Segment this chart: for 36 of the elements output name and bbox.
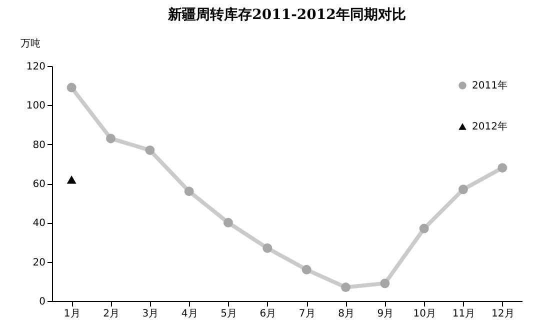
point	[66, 175, 76, 184]
x-tick-label: 7月	[298, 308, 316, 320]
point	[66, 82, 76, 92]
point	[341, 282, 350, 292]
point	[302, 264, 312, 274]
point	[458, 184, 468, 194]
point	[498, 163, 508, 173]
x-tick-label: 6月	[260, 308, 276, 320]
x-tick-label: 3月	[142, 308, 159, 320]
y-tick-label: 80	[32, 140, 46, 151]
chart-title: 新疆周转库存2011-2012年同期对比	[167, 6, 406, 23]
x-tick-label: 11月	[452, 308, 476, 320]
x-tick-label: 12月	[492, 308, 514, 320]
point	[145, 145, 155, 155]
legend-label: 2012年	[472, 120, 508, 132]
y-tick-label: 60	[32, 179, 46, 190]
y-tick-label: 40	[32, 218, 46, 230]
x-tick-label: 1月	[64, 308, 80, 320]
point	[224, 218, 233, 228]
point	[184, 186, 194, 196]
y-tick-label: 120	[26, 62, 46, 72]
x-tick-label: 2月	[103, 308, 120, 320]
y-tick-label: 100	[26, 100, 46, 112]
point	[262, 243, 272, 253]
y-tick-label: 0	[39, 296, 46, 308]
x-tick-label: 5月	[220, 308, 237, 320]
y-axis-title: 万吨	[20, 38, 40, 50]
point	[106, 134, 116, 144]
y-tick-label: 20	[32, 257, 46, 268]
x-tick-label: 10月	[413, 308, 436, 320]
x-tick-label: 4月	[181, 308, 198, 320]
point	[380, 278, 390, 288]
point	[419, 224, 429, 234]
legend-label: 2011年	[472, 80, 508, 92]
x-tick-label: 9月	[377, 308, 394, 320]
x-tick-label: 8月	[338, 308, 354, 320]
